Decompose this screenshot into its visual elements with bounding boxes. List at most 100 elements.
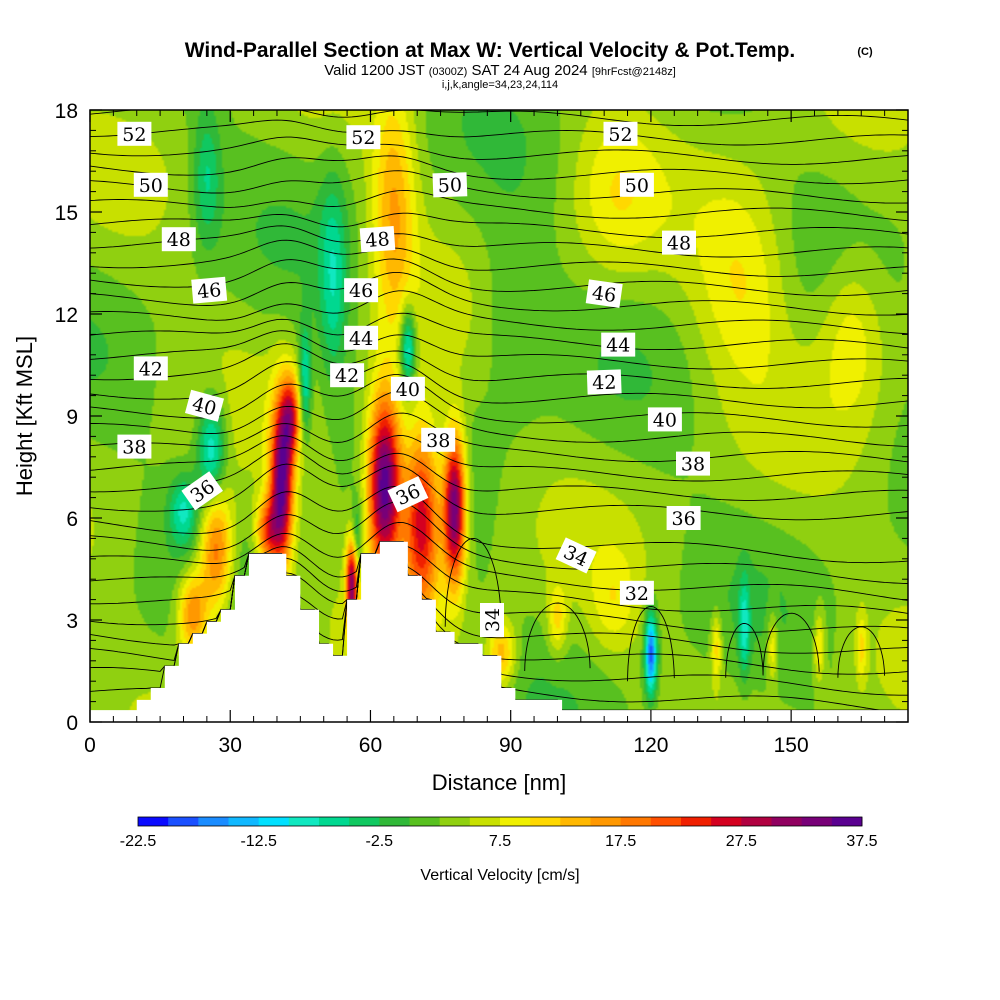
colorbar-tick-label: -2.5 [366, 833, 394, 850]
y-tick-label: 18 [55, 100, 78, 123]
contour-label: 50 [432, 172, 468, 198]
isentrope-line [90, 271, 908, 316]
contour-label: 36 [666, 506, 701, 530]
contour-label: 44 [601, 332, 636, 357]
contour-label-box [601, 332, 636, 357]
contour-label-box [619, 580, 654, 605]
isentrope-line [90, 447, 908, 501]
contour-label: 46 [191, 276, 228, 304]
contour-label-text: 46 [196, 279, 222, 303]
isentrope-cell [837, 626, 886, 678]
contour-label-box [330, 363, 365, 388]
contour-label: 50 [619, 172, 654, 197]
colorbar-tick-label: -22.5 [120, 833, 157, 850]
contour-label: 42 [133, 356, 168, 381]
terrain [90, 541, 908, 722]
contour-label: 46 [585, 279, 623, 308]
colorbar-swatch [500, 817, 531, 826]
contour-label-box [117, 121, 152, 146]
x-tick-label: 150 [774, 734, 809, 757]
chart-title-units: (C) [857, 46, 873, 58]
isentrope-line [90, 412, 908, 463]
contour-label: 40 [647, 407, 682, 432]
isentrope-line [90, 390, 908, 447]
contour-label-text: 34 [482, 608, 504, 632]
isentrope-line [90, 463, 908, 521]
contour-label-text: 40 [653, 409, 677, 431]
contour-label-text: 38 [426, 430, 450, 452]
colorbar-label: Vertical Velocity [cm/s] [420, 867, 579, 884]
colorbar-swatch [349, 817, 380, 826]
x-tick-label: 60 [359, 734, 382, 757]
isentrope-line [90, 189, 908, 222]
contour-label: 52 [346, 125, 381, 150]
contour-label-box [586, 369, 622, 395]
isentrope-line [90, 136, 908, 165]
contour-label-text: 46 [591, 282, 618, 307]
contour-label-text: 50 [139, 175, 163, 197]
contour-label-box [359, 226, 396, 253]
x-tick-label: 120 [633, 734, 668, 757]
contour-label-box [647, 407, 682, 432]
valid-time-utc: (0300Z) [429, 66, 468, 78]
valid-time: Valid 1200 JST [324, 62, 424, 79]
contour-label-text: 52 [122, 124, 146, 146]
contour-label: 42 [330, 363, 365, 388]
contour-label-text: 50 [437, 174, 462, 197]
contour-label-text: 32 [625, 583, 649, 605]
x-axis-label: Distance [nm] [432, 770, 567, 795]
contour-label-text: 48 [167, 229, 191, 251]
contour-label: 38 [421, 427, 456, 452]
contour-label-box [555, 537, 597, 574]
colorbar-swatch [530, 817, 561, 826]
contour-label: 52 [117, 121, 152, 146]
y-tick-label: 3 [66, 610, 78, 633]
isentrope-line [90, 119, 908, 146]
isentrope-line [90, 225, 908, 258]
colorbar-swatch [228, 817, 260, 826]
isentrope-line [90, 290, 908, 335]
isentrope-line [90, 374, 908, 428]
contour-label-text: 40 [396, 379, 420, 401]
colorbar-swatch [439, 817, 471, 826]
contour-label-box [387, 476, 429, 513]
isentrope-line [90, 110, 908, 127]
isentrope-cell [444, 537, 502, 627]
contour-label-text: 52 [608, 124, 632, 146]
contour-label-text: 38 [681, 454, 705, 476]
chart-subtitle: Valid 1200 JST (0300Z) SAT 24 Aug 2024 [… [324, 62, 676, 79]
contour-label-text: 44 [349, 328, 373, 350]
isentrope-line [90, 485, 908, 564]
isentrope-cell [725, 622, 764, 678]
contour-label-box [344, 325, 379, 350]
isentrope-cell [524, 602, 591, 672]
isentrope-line [90, 343, 908, 389]
colorbar-swatch [560, 817, 591, 826]
isentrope-cell [627, 605, 675, 682]
contour-label-text: 42 [592, 372, 617, 395]
x-tick-label: 90 [499, 734, 522, 757]
contour-label-text: 42 [335, 365, 359, 387]
contour-label-text: 46 [349, 280, 373, 302]
colorbar-swatch [650, 817, 682, 826]
contour-label-box [480, 603, 504, 637]
isentrope-line [90, 212, 908, 239]
contour-label-text: 52 [351, 127, 375, 149]
isentrope-line [90, 258, 908, 297]
isentrope-line [90, 435, 908, 482]
colorbar-swatch [168, 817, 199, 826]
isentrope-line [90, 155, 908, 185]
colorbar-tick-label: 27.5 [726, 833, 757, 850]
colorbar-swatch [801, 817, 833, 826]
contour-label-text: 36 [672, 508, 696, 530]
contour-label: 42 [586, 369, 622, 395]
colorbar [137, 816, 863, 827]
colorbar-swatch [771, 817, 803, 826]
contour-label: 48 [359, 226, 396, 253]
contour-label-box [161, 227, 196, 252]
isentrope-line [90, 239, 908, 277]
y-tick-label: 0 [66, 712, 78, 735]
